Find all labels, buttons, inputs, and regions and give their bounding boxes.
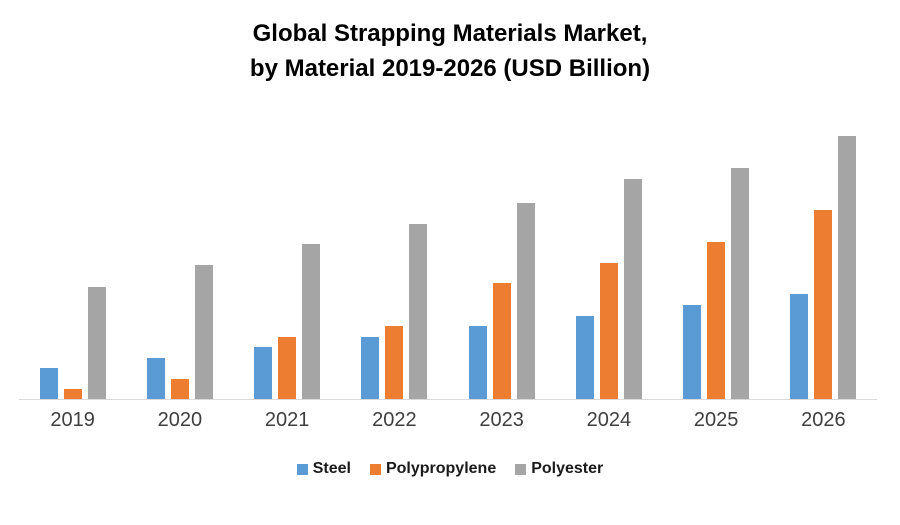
bar-polypropylene-2020 (170, 379, 189, 399)
x-axis-label-2022: 2022 (372, 409, 417, 431)
x-axis-label-2026: 2026 (801, 409, 846, 431)
bar-steel-2024 (575, 316, 594, 399)
bar-group-2019 (19, 99, 126, 399)
bar-polyester-2024 (623, 179, 642, 399)
chart-title: Global Strapping Materials Market, by Ma… (0, 16, 900, 86)
bar-polyester-2025 (731, 168, 750, 399)
bar-polypropylene-2022 (385, 326, 404, 399)
bar-group-2023 (448, 99, 555, 399)
bar-group-2024 (555, 99, 662, 399)
bar-polypropylene-2023 (492, 283, 511, 399)
bar-polyester-2019 (87, 287, 106, 399)
x-axis-label-2025: 2025 (693, 409, 739, 431)
legend-label-polyester: Polyester (531, 460, 604, 477)
bar-polypropylene-2025 (707, 242, 726, 399)
chart-title-line1: Global Strapping Materials Market, (252, 20, 648, 47)
x-axis-label-2020: 2020 (157, 409, 203, 431)
bar-polyester-2022 (409, 224, 428, 399)
bar-steel-2020 (146, 358, 165, 399)
bar-steel-2022 (361, 337, 380, 399)
bar-polyester-2023 (516, 203, 535, 399)
x-axis-label-2023: 2023 (479, 409, 524, 431)
legend: Steel Polypropylene Polyester (0, 460, 900, 478)
bar-steel-2023 (468, 326, 487, 399)
bar-polypropylene-2024 (599, 263, 618, 399)
bar-group-2021 (234, 99, 341, 399)
chart-title-line2: by Material 2019-2026 (USD Billion) (249, 55, 651, 82)
x-axis-label-2024: 2024 (586, 409, 632, 431)
legend-swatch-steel (296, 463, 308, 475)
bar-group-2022 (341, 99, 448, 399)
bar-polypropylene-2021 (278, 337, 297, 399)
bar-group-2020 (126, 99, 233, 399)
bar-steel-2026 (790, 294, 809, 399)
legend-swatch-polyester (515, 463, 527, 475)
x-axis-label-2021: 2021 (264, 409, 310, 431)
bar-group-2026 (770, 99, 877, 399)
bar-steel-2019 (39, 368, 58, 399)
legend-item-steel: Steel (296, 460, 351, 478)
x-axis: 2019 2020 2021 2022 2023 2024 2025 2026 (19, 409, 877, 432)
legend-label-polypropylene: Polypropylene (385, 460, 497, 477)
legend-label-steel: Steel (312, 460, 351, 477)
bar-polyester-2020 (194, 265, 213, 399)
legend-item-polypropylene: Polypropylene (369, 460, 497, 478)
x-axis-label-2019: 2019 (50, 409, 95, 431)
bar-group-2025 (663, 99, 770, 399)
bar-polyester-2021 (302, 244, 321, 399)
bar-polyester-2026 (838, 136, 857, 399)
bar-polypropylene-2019 (63, 389, 82, 399)
bar-steel-2025 (683, 305, 702, 399)
plot-area (19, 99, 877, 400)
bar-polypropylene-2026 (814, 210, 833, 399)
legend-item-polyester: Polyester (515, 460, 603, 478)
bar-steel-2021 (254, 347, 273, 399)
legend-swatch-polypropylene (369, 463, 381, 475)
